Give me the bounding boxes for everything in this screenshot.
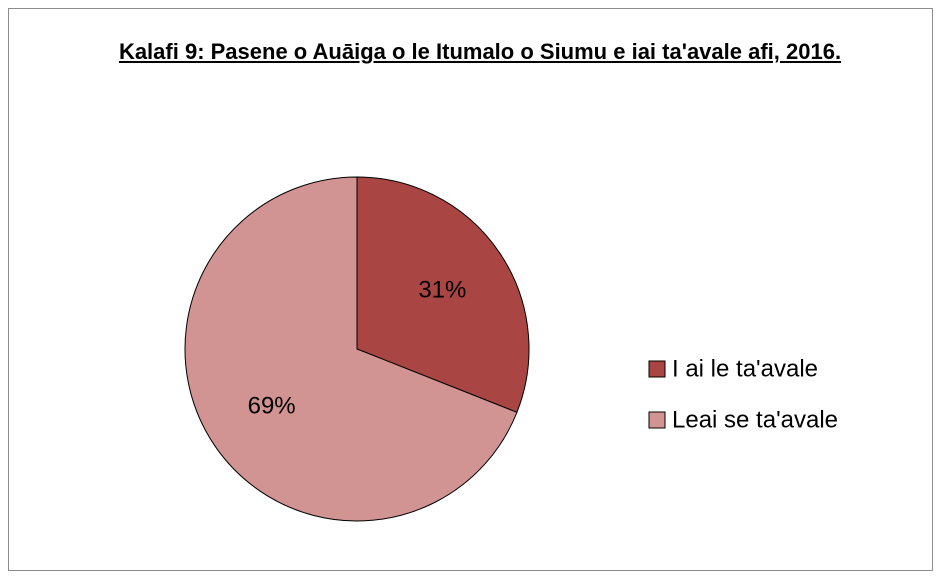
legend-label: Leai se ta'avale bbox=[672, 406, 838, 433]
legend-label: I ai le ta'avale bbox=[672, 355, 818, 382]
legend-swatch bbox=[648, 360, 666, 378]
data-label: 31% bbox=[418, 276, 466, 303]
data-label: 69% bbox=[248, 392, 296, 419]
pie-slice bbox=[356, 176, 530, 413]
pie-slice bbox=[184, 176, 518, 522]
chart-title: Kalafi 9: Pasene o Auāiga o le Itumalo o… bbox=[118, 39, 842, 64]
legend-swatch bbox=[648, 411, 666, 429]
